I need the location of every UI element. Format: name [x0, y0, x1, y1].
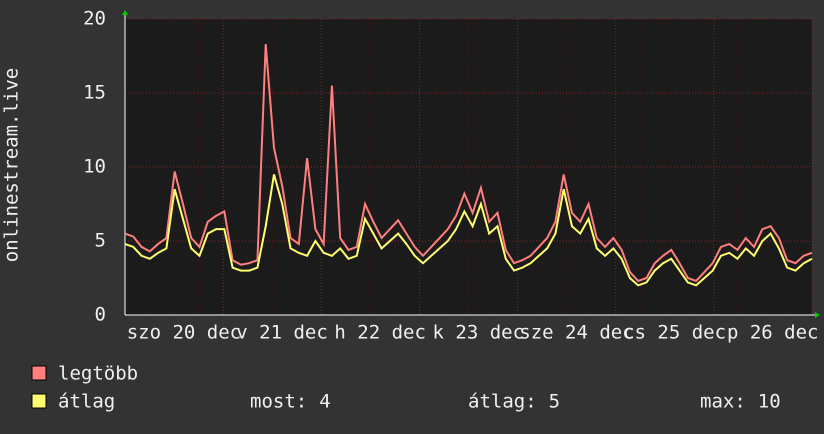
y-tick-label: 5	[95, 230, 106, 252]
y-tick-label: 10	[83, 156, 106, 178]
stat-value: 4	[319, 391, 330, 413]
series-line	[124, 174, 813, 287]
x-tick-label: h 22 dec	[334, 322, 426, 344]
x-tick-label: k 23 dec	[433, 322, 525, 344]
series-line	[124, 44, 813, 283]
stat-label: max:	[700, 391, 746, 413]
legend-swatch	[31, 393, 47, 409]
x-tick-label: sze 24 dec	[519, 322, 633, 344]
x-arrow	[815, 312, 820, 318]
y-axis-title: onlinestream.live	[1, 68, 23, 262]
stat-label: átlag:	[468, 391, 537, 413]
x-tick-label: p 26 dec	[727, 322, 819, 344]
x-tick-label: cs 25 dec	[623, 322, 726, 344]
legend-label: átlag	[58, 391, 115, 413]
y-tick-label: 15	[83, 82, 106, 104]
stat-label: most:	[250, 391, 307, 413]
legend-swatch	[31, 365, 47, 381]
x-tick-label: v 21 dec	[236, 322, 328, 344]
stat-value: 10	[758, 391, 781, 413]
y-tick-label: 0	[95, 304, 106, 326]
legend-label: legtöbb	[58, 363, 138, 385]
stat-value: 5	[549, 391, 560, 413]
y-arrow	[122, 10, 128, 15]
y-tick-label: 20	[83, 8, 106, 30]
x-tick-label: szo 20 dec	[127, 322, 241, 344]
